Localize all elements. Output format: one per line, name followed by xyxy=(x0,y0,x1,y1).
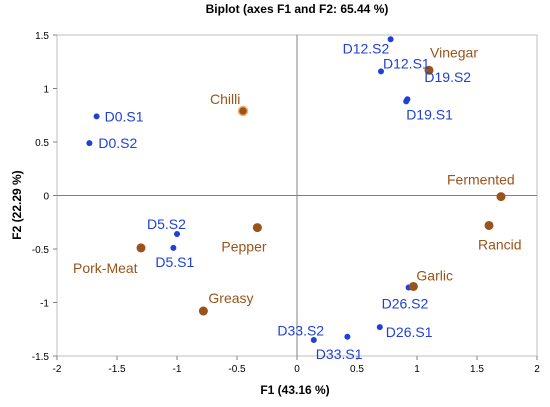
observation-label-d12-s1: D12.S1 xyxy=(383,55,430,71)
observation-point-d5-s2 xyxy=(174,231,180,238)
observation-point-d19-s1 xyxy=(403,98,410,105)
x-tick-label: 1.5 xyxy=(470,364,484,375)
observation-label-d33-s1: D33.S1 xyxy=(316,346,363,362)
variable-point-pork-meat xyxy=(136,243,146,253)
y-tick-label: 1 xyxy=(43,85,49,96)
x-tick-label: 0.5 xyxy=(350,364,364,375)
observation-label-d33-s2: D33.S2 xyxy=(277,323,324,339)
x-tick-label: 0 xyxy=(294,364,300,375)
variable-label-pepper: Pepper xyxy=(221,239,266,255)
observation-label-d26-s2: D26.S2 xyxy=(382,296,429,312)
observation-point-d12-s2 xyxy=(387,36,394,43)
y-tick-label: -1 xyxy=(40,299,49,310)
variable-label-rancid: Rancid xyxy=(478,236,522,252)
variable-label-pork-meat: Pork-Meat xyxy=(73,260,138,276)
x-axis-title: F1 (43.16 %) xyxy=(260,383,329,397)
variable-label-vinegar: Vinegar xyxy=(430,44,478,60)
x-tick-label: -0.5 xyxy=(228,364,246,375)
variable-point-pepper xyxy=(252,223,262,233)
observation-label-d26-s1: D26.S1 xyxy=(386,324,433,340)
x-tick-label: 1 xyxy=(414,364,420,375)
observation-label-d19-s2: D19.S2 xyxy=(424,69,471,85)
observation-point-d12-s1 xyxy=(378,68,384,75)
x-tick-label: -1.5 xyxy=(108,364,126,375)
observation-point-d0-s1 xyxy=(93,113,100,120)
observation-label-d19-s1: D19.S1 xyxy=(406,106,453,122)
x-tick-label: -1 xyxy=(173,364,182,375)
y-tick-label: -0.5 xyxy=(32,245,50,256)
observation-label-d0-s2: D0.S2 xyxy=(98,135,137,151)
observation-point-d0-s2 xyxy=(86,140,93,147)
variable-point-vinegar xyxy=(424,65,434,75)
x-tick-label: 2 xyxy=(534,364,540,375)
y-tick-label: -1.5 xyxy=(32,352,50,363)
y-tick-label: 0 xyxy=(43,192,49,203)
variable-point-greasy xyxy=(198,306,208,316)
observation-point-d33-s1 xyxy=(310,336,317,343)
observation-point-d5-s1 xyxy=(170,244,177,251)
variable-point-fermented xyxy=(496,192,506,202)
variable-label-garlic: Garlic xyxy=(416,267,453,283)
variable-label-fermented: Fermented xyxy=(447,172,515,188)
chart-title: Biplot (axes F1 and F2: 65.44 %) xyxy=(206,2,389,16)
observation-label-d5-s1: D5.S1 xyxy=(155,254,194,270)
y-tick-label: 1.5 xyxy=(35,31,49,42)
variable-point-chilli xyxy=(237,105,249,117)
x-tick-label: -2 xyxy=(53,364,62,375)
observation-label-d0-s1: D0.S1 xyxy=(105,108,144,124)
observation-label-d12-s2: D12.S2 xyxy=(343,40,390,56)
variable-label-greasy: Greasy xyxy=(208,290,253,306)
variable-label-chilli: Chilli xyxy=(210,91,240,107)
observation-point-d33-s2 xyxy=(344,333,351,340)
y-tick-label: 0.5 xyxy=(35,138,49,149)
y-axis-title: F2 (22.29 %) xyxy=(10,170,24,239)
observation-point-d26-s1 xyxy=(376,324,383,331)
observation-label-d5-s2: D5.S2 xyxy=(147,216,186,232)
variable-point-garlic xyxy=(408,281,418,291)
variable-point-rancid xyxy=(484,220,494,230)
